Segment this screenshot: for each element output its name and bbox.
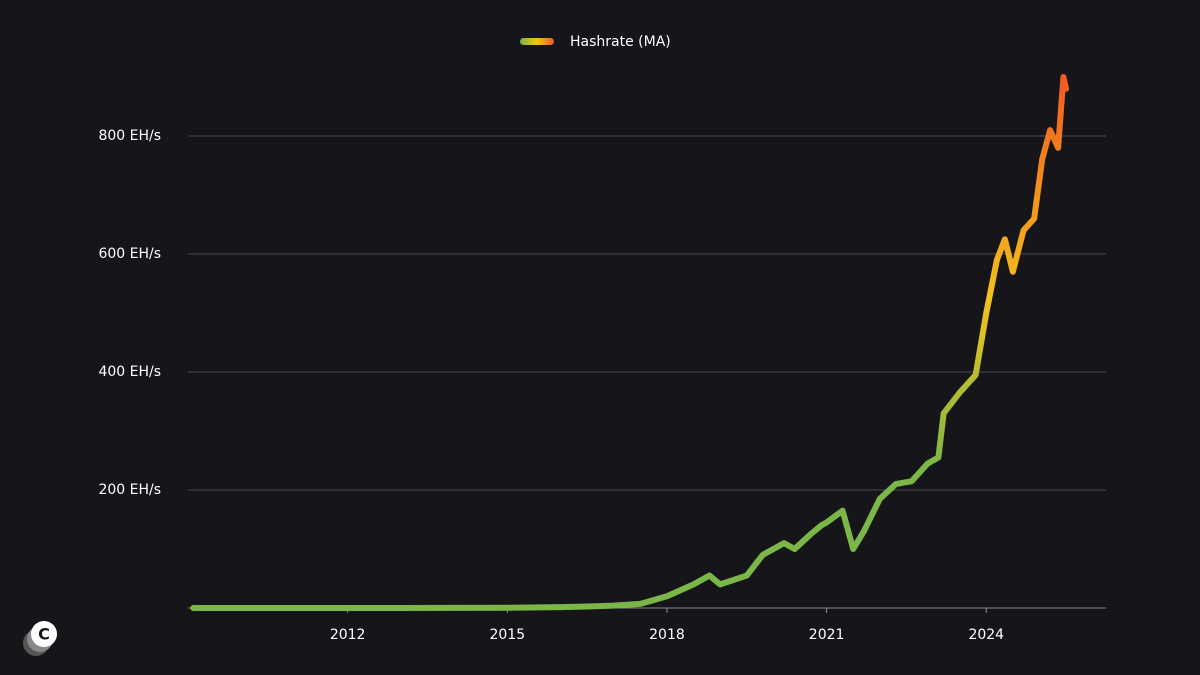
- x-tick-label: 2021: [809, 627, 845, 643]
- x-tick-label: 2024: [968, 627, 1004, 643]
- legend-swatch: [520, 38, 554, 45]
- logo: C: [23, 621, 57, 656]
- y-tick-label: 400 EH/s: [98, 364, 161, 380]
- x-tick-label: 2018: [649, 627, 685, 643]
- x-tick-label: 2012: [330, 627, 366, 643]
- x-tick-label: 2015: [489, 627, 525, 643]
- legend-label: Hashrate (MA): [570, 34, 671, 50]
- y-tick-label: 600 EH/s: [98, 246, 161, 262]
- y-tick-label: 800 EH/s: [98, 128, 161, 144]
- y-tick-label: 200 EH/s: [98, 482, 161, 498]
- data-line: [190, 74, 1070, 611]
- svg-text:C: C: [38, 625, 50, 644]
